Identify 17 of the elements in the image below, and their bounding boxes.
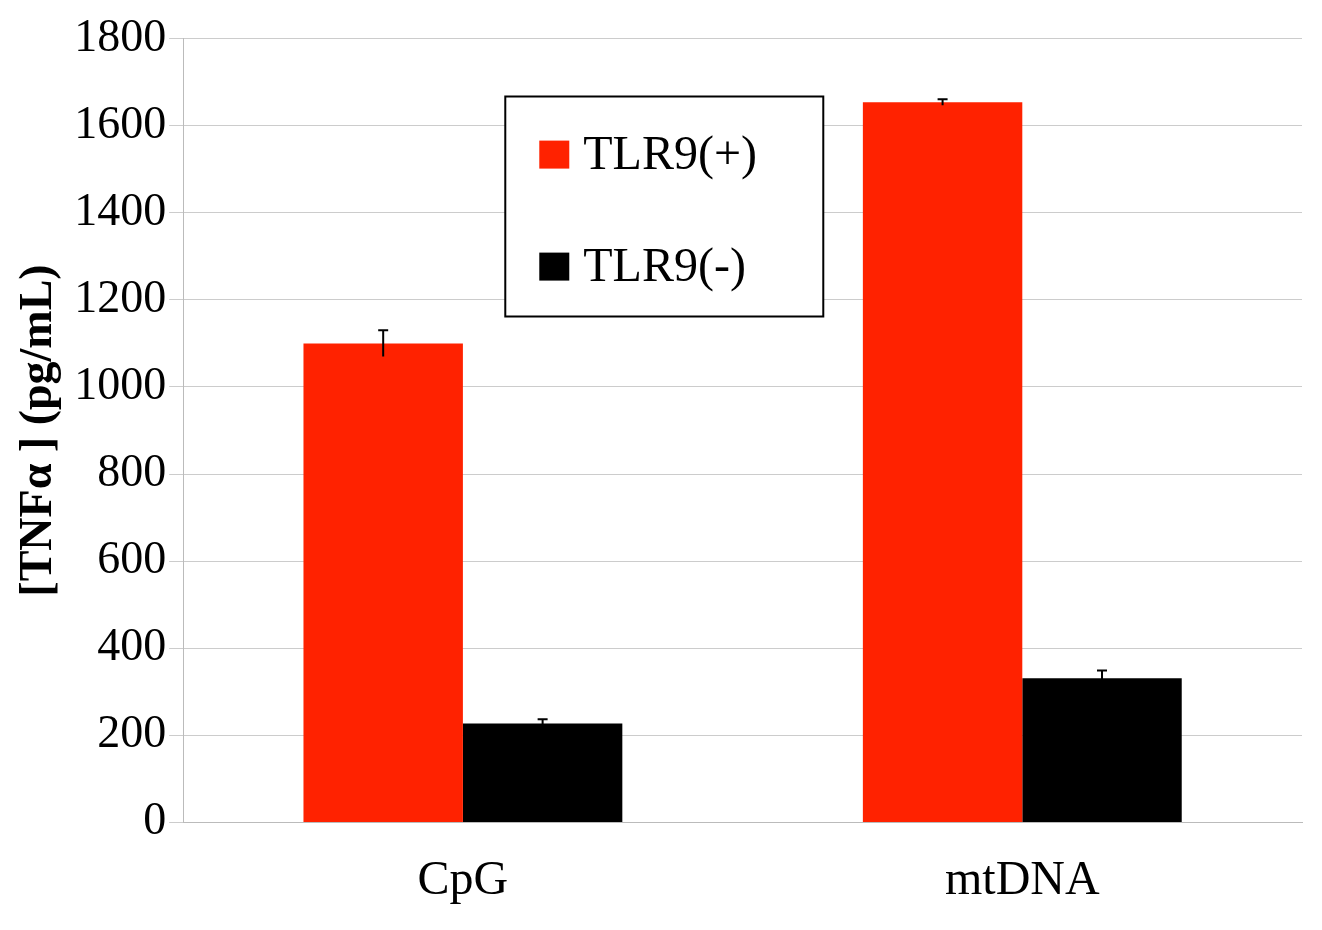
x-tick-label: mtDNA	[944, 850, 1100, 904]
y-tick-label: 1200	[74, 270, 167, 322]
y-tick-label: 600	[97, 532, 167, 584]
y-axis-title: [TNFα ] (pg/mL)	[10, 264, 62, 597]
y-tick-label: 800	[97, 445, 167, 497]
y-tick-label: 1000	[74, 358, 167, 410]
bar	[862, 102, 1023, 822]
y-tick-label: 1600	[74, 96, 167, 148]
y-tick-label: 1400	[74, 183, 167, 235]
y-tick-label: 200	[97, 706, 167, 758]
legend-label: TLR9(+)	[583, 126, 757, 181]
legend-label: TLR9(-)	[583, 238, 746, 293]
y-tick-label: 0	[143, 793, 167, 845]
y-tick-label: 400	[97, 619, 167, 671]
x-tick-label: CpG	[417, 850, 509, 904]
bar	[303, 343, 463, 822]
y-tick-label: 1800	[74, 9, 167, 61]
